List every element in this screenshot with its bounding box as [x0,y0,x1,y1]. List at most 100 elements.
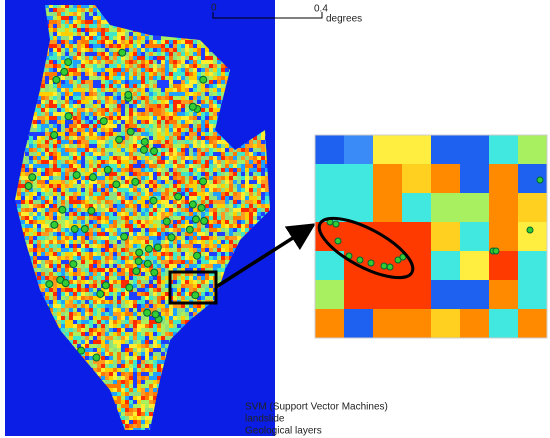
map-cell [89,180,93,184]
map-cell [165,152,169,156]
map-cell [125,204,129,208]
map-cell [69,256,73,260]
map-cell [69,44,73,48]
map-cell [233,168,237,172]
map-cell [169,60,173,64]
map-cell [53,144,57,148]
map-cell [101,264,105,268]
map-cell [137,132,141,136]
map-cell [181,160,185,164]
map-cell [177,36,181,40]
map-cell [153,64,157,68]
map-cell [69,288,73,292]
map-cell [73,128,77,132]
map-cell [181,76,185,80]
map-cell [201,56,205,60]
map-cell [181,240,185,244]
map-cell [253,188,257,192]
map-cell [73,140,77,144]
map-cell [97,64,101,68]
map-cell [125,264,129,268]
map-cell [69,176,73,180]
map-cell [77,112,81,116]
map-cell [197,60,201,64]
map-cell [77,72,81,76]
map-cell [97,92,101,96]
map-cell [153,76,157,80]
map-cell [205,152,209,156]
map-cell [61,148,65,152]
map-cell [177,176,181,180]
map-cell [221,232,225,236]
map-cell [93,168,97,172]
map-cell [141,60,145,64]
map-cell [153,224,157,228]
map-cell [101,180,105,184]
map-cell [157,144,161,148]
map-cell [57,8,61,12]
map-cell [69,88,73,92]
map-cell [217,160,221,164]
map-cell [209,216,213,220]
map-cell [161,172,165,176]
map-cell [225,176,229,180]
map-cell [101,208,105,212]
map-cell [137,104,141,108]
map-cell [101,84,105,88]
map-cell [33,124,37,128]
map-cell [77,192,81,196]
map-cell [165,68,169,72]
map-cell [45,292,49,296]
map-cell [77,236,81,240]
map-cell [133,80,137,84]
map-cell [117,172,121,176]
map-cell [25,240,29,244]
map-cell [101,152,105,156]
map-cell [121,264,125,268]
map-cell [93,272,97,276]
map-cell [33,192,37,196]
map-cell [129,264,133,268]
map-cell [93,204,97,208]
map-cell [77,76,81,80]
map-cell [65,92,69,96]
map-cell [61,116,65,120]
map-cell [97,16,101,20]
map-cell [181,200,185,204]
map-cell [81,140,85,144]
map-cell [241,192,245,196]
map-cell [133,140,137,144]
map-cell [169,208,173,212]
map-cell [117,188,121,192]
map-cell [97,36,101,40]
map-cell [261,196,265,200]
map-cell [149,40,153,44]
map-cell [121,188,125,192]
map-cell [157,36,161,40]
map-cell [57,132,61,136]
map-cell [253,160,257,164]
map-cell [157,112,161,116]
map-cell [113,172,117,176]
map-cell [41,200,45,204]
map-cell [81,288,85,292]
map-cell [101,24,105,28]
map-cell [105,36,109,40]
map-cell [177,140,181,144]
map-cell [125,48,129,52]
map-cell [65,252,69,256]
map-cell [161,244,165,248]
map-cell [89,268,93,272]
map-cell [77,160,81,164]
map-cell [81,96,85,100]
map-cell [145,40,149,44]
map-cell [65,268,69,272]
map-cell [237,180,241,184]
map-cell [101,240,105,244]
map-cell [137,136,141,140]
map-cell [61,172,65,176]
map-cell [133,60,137,64]
map-cell [141,156,145,160]
map-cell [69,64,73,68]
map-cell [217,152,221,156]
